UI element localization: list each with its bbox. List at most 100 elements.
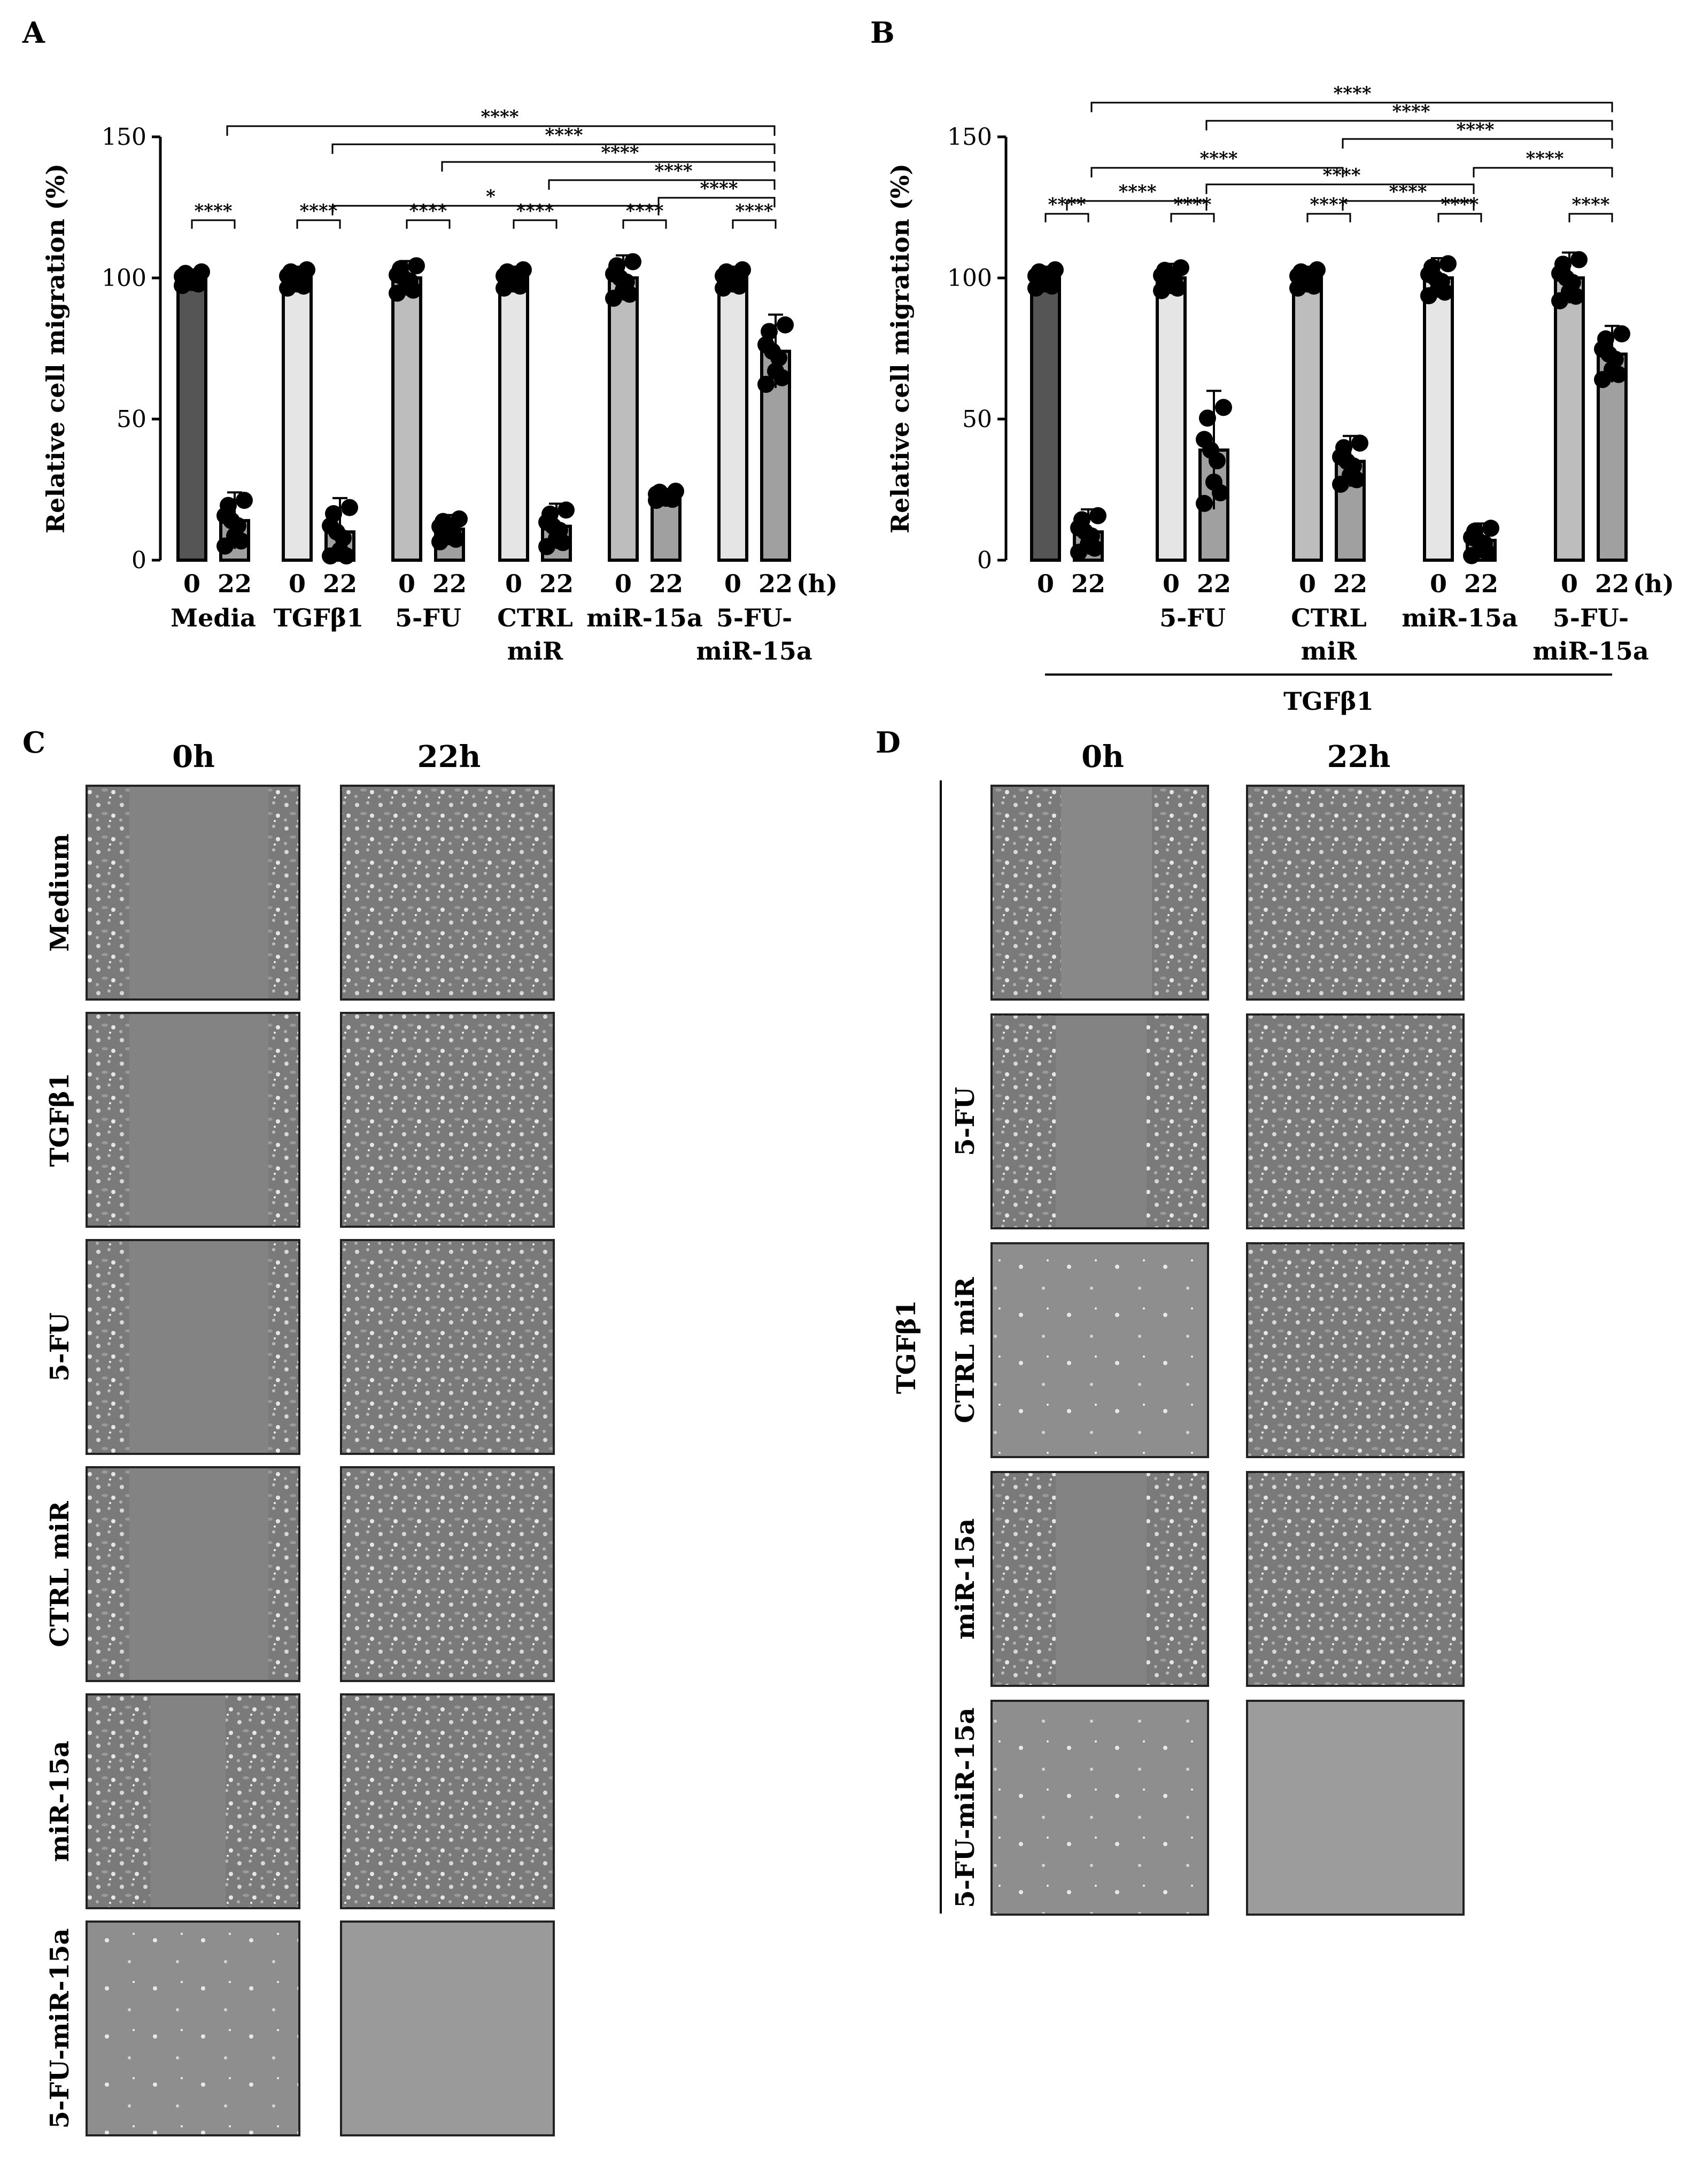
chart-a-bar	[176, 276, 207, 562]
chart-b-dot	[1594, 340, 1611, 358]
panel-d-group-label: TGFβ1	[892, 1300, 922, 1394]
panel-c-row-label: TGFβ1	[45, 1073, 75, 1167]
chart-a-group-bracket	[732, 219, 777, 229]
chart-a-bar	[391, 276, 422, 562]
panel-c-row-label: 5-FU-miR-15a	[45, 1928, 75, 2128]
chart-a-category-label: miR-15a	[696, 637, 812, 665]
chart-a-dot	[515, 261, 532, 278]
chart-a-comparison-bracket	[226, 125, 776, 136]
chart-b-dot	[1172, 259, 1189, 276]
chart-a-dot	[236, 492, 253, 509]
chart-b-comparison-label: ****	[1199, 148, 1237, 169]
chart-a-time-label: 22	[539, 569, 574, 598]
chart-a-sig: **** **** **** **** **** ********************…	[191, 106, 777, 229]
chart-a-dot	[734, 261, 751, 278]
micrograph-22h	[340, 1239, 555, 1455]
chart-b-comparison-label: ****	[1118, 181, 1156, 203]
chart-a-category-label: miR	[507, 637, 563, 665]
chart-a-comparison-label: *	[486, 186, 496, 207]
chart-b-dot	[1420, 266, 1437, 283]
chart-b-comparison-bracket	[1090, 102, 1613, 112]
chart-b-axes: 0 50 100 150 Relative cell migration (%)	[886, 123, 1008, 574]
chart-a-comparison-label: ****	[654, 160, 692, 182]
chart-a-dot	[548, 530, 565, 547]
chart-b-time-label: 0	[1037, 569, 1054, 598]
micrograph-22h	[340, 785, 555, 1001]
chart-b-dot	[1551, 265, 1568, 282]
chart-b-time-label: 22	[1071, 569, 1105, 598]
chart-a-bar	[498, 276, 529, 562]
micrograph-wound-gap	[129, 1241, 268, 1453]
chart-a-comparison-label: ****	[545, 125, 583, 146]
chart-a-dot	[341, 499, 358, 516]
chart-b-bar	[1597, 352, 1628, 562]
chart-b-dot	[1351, 434, 1368, 452]
chart-b-ytick-label: 50	[962, 406, 992, 433]
chart-b-group-bracket	[1437, 213, 1482, 222]
chart-b-labels: 0 22 0 22 5-FU 0 22 CTRL miR 0 22 miR-15a 0 22 5-FU-mi…	[1037, 569, 1674, 716]
micrograph-22h	[340, 1693, 555, 1909]
panel-d-row-label: 5-FU	[950, 1087, 980, 1156]
chart-a-time-label: 0	[505, 569, 522, 598]
micrograph-0h	[86, 1920, 300, 2136]
chart-a-time-label: 22	[323, 569, 357, 598]
chart-a-category-label: Media	[171, 603, 256, 632]
chart-a-dot	[431, 518, 448, 536]
chart-b-ytick-label: 150	[947, 123, 992, 151]
chart-b-group-sig: ****	[1173, 194, 1211, 215]
chart-b-time-label: 22	[1197, 569, 1231, 598]
chart-a-time-unit: (h)	[796, 569, 838, 598]
chart-a-y-label: Relative cell migration (%)	[41, 164, 70, 533]
chart-b-dot	[1205, 473, 1222, 491]
chart-b-group-sig: ****	[1572, 194, 1609, 215]
chart-a-group-sig: ****	[194, 200, 232, 222]
chart-a-dot	[331, 541, 349, 559]
chart-a-dot	[226, 527, 243, 545]
chart-a-dot	[216, 507, 234, 524]
chart-b-comparison-bracket	[1066, 200, 1207, 211]
chart-b-dot	[1215, 399, 1232, 416]
chart-b-dot	[1080, 536, 1097, 553]
chart-b-dot	[1309, 261, 1326, 278]
micrograph-22h	[340, 1012, 555, 1228]
chart-a-dot	[615, 281, 632, 299]
chart-a-time-label: 0	[615, 569, 632, 598]
micrograph-22h	[1246, 1471, 1465, 1687]
chart-b-dot	[1570, 251, 1588, 268]
chart-b-y-label: Relative cell migration (%)	[886, 164, 915, 533]
chart-b-comparison-bracket	[1090, 167, 1344, 177]
panel-c-row-label: Medium	[45, 833, 75, 951]
chart-b-category-label: 5-FU-	[1553, 603, 1629, 632]
micrograph-22h	[340, 1920, 555, 2136]
chart-a-dot	[322, 517, 339, 535]
panel-c-row-label: CTRL miR	[45, 1500, 75, 1647]
chart-b-ytick-label: 100	[947, 265, 992, 292]
chart-b-dot	[1561, 283, 1578, 300]
chart-b-dot	[1463, 529, 1480, 546]
chart-b-time-label: 22	[1464, 569, 1498, 598]
chart-a-bar	[608, 276, 639, 562]
chart-b-group-sig: ****	[1441, 194, 1478, 215]
chart-a-time-label: 0	[289, 569, 306, 598]
chart-a-ytick-label: 50	[117, 406, 146, 433]
chart-b-comparison-bracket	[1473, 167, 1613, 177]
chart-a-ytick-label: 100	[102, 265, 146, 292]
chart-a-time-label: 22	[758, 569, 793, 598]
micrograph-wound-gap	[1061, 787, 1152, 998]
chart-a-group-bracket	[296, 219, 341, 229]
chart-a-dot	[624, 253, 641, 270]
chart-b-time-label: 0	[1430, 569, 1447, 598]
chart-b-comparison-label: ****	[1456, 119, 1494, 141]
chart-b-dot	[1613, 325, 1630, 343]
chart-b-comparison-bracket	[1342, 138, 1613, 149]
chart-b-dot	[1070, 519, 1087, 537]
panel-c: 0h 22h Medium TGFβ1 5-FU CTRL miR miR-15a 5-F…	[45, 739, 555, 2136]
chart-a-bar	[282, 276, 313, 562]
panel-c-col-22h: 22h	[417, 739, 481, 775]
chart-a-time-label: 22	[218, 569, 252, 598]
chart-b-comparison-bracket	[1342, 200, 1475, 211]
panel-d-rows: 5-FU CTRL miR miR-15a 5-FU-miR-15a	[950, 785, 1465, 1916]
chart-a-dot	[777, 316, 794, 334]
chart-b-dot	[1482, 520, 1499, 537]
